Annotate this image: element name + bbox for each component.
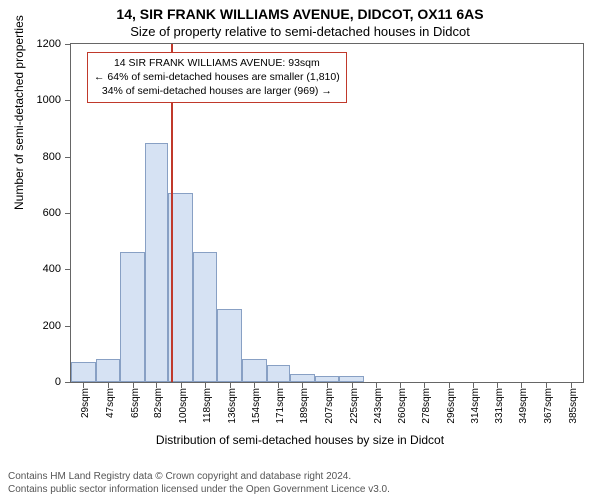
- histogram-bar: [193, 252, 218, 382]
- annotation-line: 34% of semi-detached houses are larger (…: [94, 84, 340, 98]
- x-axis-label: Distribution of semi-detached houses by …: [0, 433, 600, 447]
- x-tick-label: 278sqm: [421, 388, 432, 424]
- x-tick-label: 154sqm: [251, 388, 262, 424]
- y-tick: [65, 44, 71, 45]
- x-tick-label: 82sqm: [153, 388, 164, 418]
- footer-line1: Contains HM Land Registry data © Crown c…: [8, 471, 390, 484]
- x-tick-label: 385sqm: [568, 388, 579, 424]
- x-tick-label: 349sqm: [518, 388, 529, 424]
- x-tick-label: 314sqm: [470, 388, 481, 424]
- histogram-bar: [145, 143, 168, 382]
- x-tick-label: 243sqm: [373, 388, 384, 424]
- y-tick-label: 800: [43, 151, 61, 163]
- x-tick-label: 65sqm: [130, 388, 141, 418]
- histogram-bar: [71, 362, 96, 382]
- y-tick: [65, 100, 71, 101]
- plot-wrap: 02004006008001000120029sqm47sqm65sqm82sq…: [70, 43, 584, 383]
- y-tick-label: 200: [43, 320, 61, 332]
- y-tick-label: 600: [43, 207, 61, 219]
- x-tick-label: 367sqm: [543, 388, 554, 424]
- y-tick: [65, 326, 71, 327]
- x-tick-label: 225sqm: [349, 388, 360, 424]
- histogram-bar: [242, 359, 267, 382]
- y-tick: [65, 213, 71, 214]
- x-tick-label: 171sqm: [275, 388, 286, 424]
- x-tick-label: 118sqm: [202, 388, 213, 423]
- x-tick-label: 100sqm: [178, 388, 189, 424]
- x-tick-label: 296sqm: [446, 388, 457, 424]
- title-address: 14, SIR FRANK WILLIAMS AVENUE, DIDCOT, O…: [0, 0, 600, 22]
- histogram-bar: [290, 374, 315, 382]
- x-tick-label: 260sqm: [397, 388, 408, 424]
- y-tick-label: 400: [43, 263, 61, 275]
- y-axis-label: Number of semi-detached properties: [12, 15, 26, 210]
- x-tick-label: 136sqm: [227, 388, 238, 424]
- x-tick-label: 29sqm: [80, 388, 91, 418]
- plot-area: 02004006008001000120029sqm47sqm65sqm82sq…: [70, 43, 584, 383]
- footer-attribution: Contains HM Land Registry data © Crown c…: [8, 471, 390, 496]
- chart-container: 14, SIR FRANK WILLIAMS AVENUE, DIDCOT, O…: [0, 0, 600, 500]
- footer-line2: Contains public sector information licen…: [8, 484, 390, 497]
- histogram-bar: [96, 359, 121, 382]
- histogram-bar: [267, 365, 290, 382]
- annotation-line: 14 SIR FRANK WILLIAMS AVENUE: 93sqm: [94, 56, 340, 70]
- histogram-bar: [217, 309, 242, 382]
- annotation-box: 14 SIR FRANK WILLIAMS AVENUE: 93sqm← 64%…: [87, 52, 347, 103]
- y-tick: [65, 269, 71, 270]
- histogram-bar: [120, 252, 145, 382]
- x-tick-label: 47sqm: [105, 388, 116, 418]
- y-tick-label: 0: [55, 376, 61, 388]
- y-tick-label: 1200: [37, 38, 61, 50]
- title-subtitle: Size of property relative to semi-detach…: [0, 22, 600, 43]
- x-tick-label: 207sqm: [324, 388, 335, 424]
- annotation-line: ← 64% of semi-detached houses are smalle…: [94, 70, 340, 84]
- x-tick-label: 189sqm: [299, 388, 310, 424]
- y-tick: [65, 157, 71, 158]
- y-tick-label: 1000: [37, 94, 61, 106]
- y-tick: [65, 382, 71, 383]
- x-tick-label: 331sqm: [494, 388, 505, 424]
